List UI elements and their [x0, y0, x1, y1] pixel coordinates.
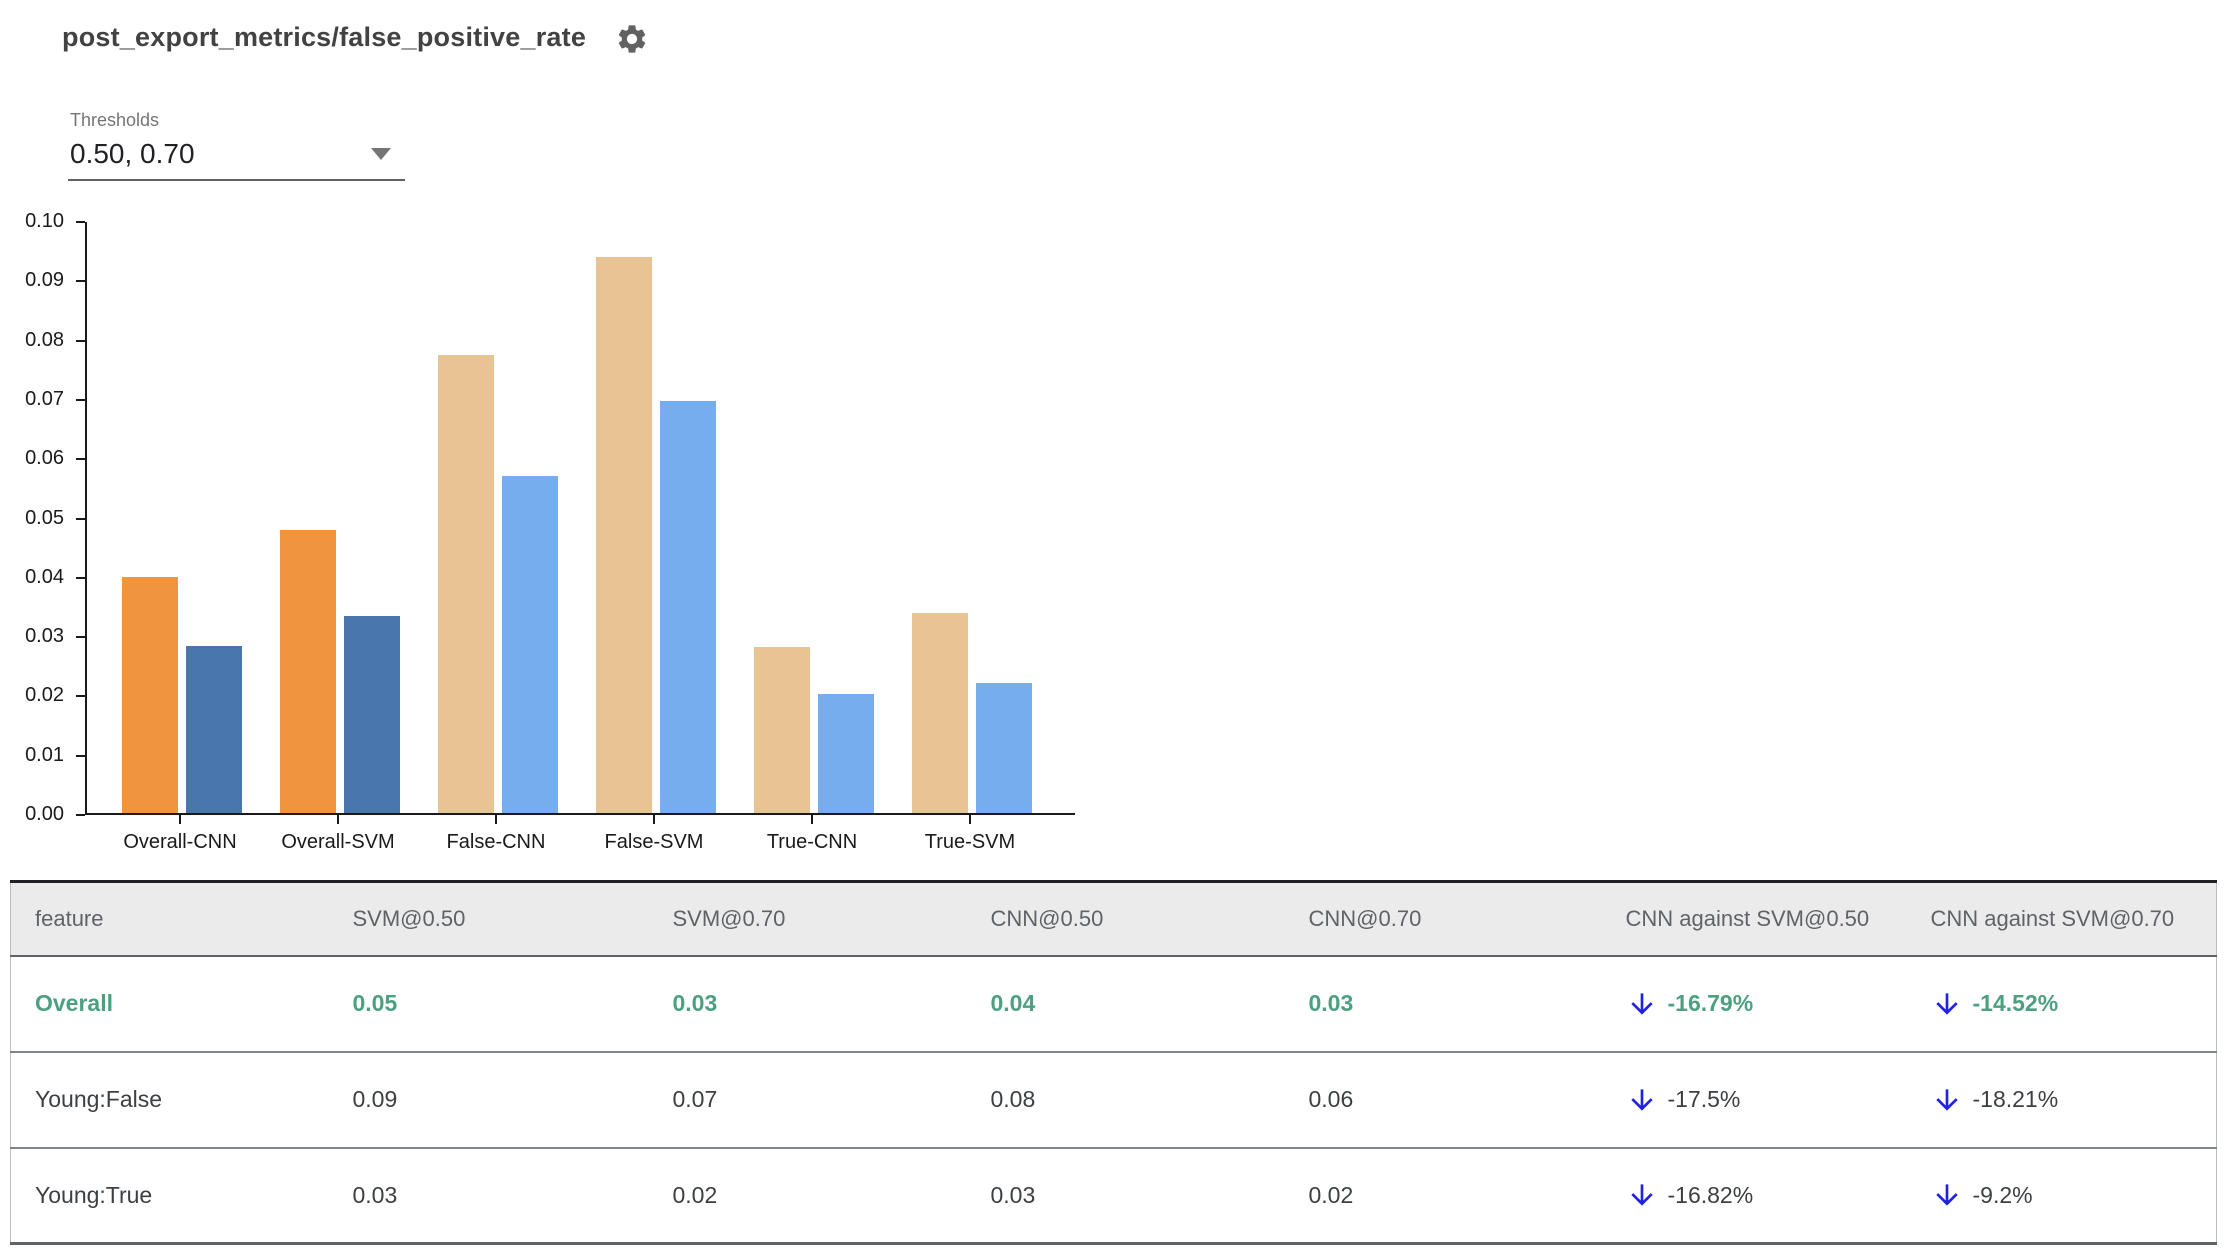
thresholds-label: Thresholds	[70, 110, 160, 130]
y-axis-tick-mark	[76, 398, 85, 401]
x-axis-tick-mark	[969, 815, 971, 824]
y-axis-tick-label: 0.03	[25, 625, 64, 648]
delta-cell: -16.79%	[1602, 956, 1907, 1052]
bar-Overall-CNN-threshold-0.70[interactable]	[186, 645, 242, 813]
y-axis-tick-mark	[76, 221, 85, 223]
metric-value-cell: 0.03	[990, 1181, 1036, 1208]
y-axis-tick-label: 0.09	[25, 269, 64, 292]
metric-value-cell: 0.09	[352, 1086, 398, 1112]
feature-cell: Young:True	[35, 1181, 153, 1208]
arrow-down-icon	[1630, 992, 1653, 1015]
thresholds-value: 0.50, 0.70	[70, 138, 195, 169]
x-axis-category-label: True-CNN	[766, 831, 858, 853]
delta-cell: -14.52%	[1907, 956, 2217, 1052]
feature-cell: Overall	[35, 990, 113, 1016]
bar-True-CNN-threshold-0.50[interactable]	[754, 646, 810, 813]
chevron-down-icon[interactable]	[371, 148, 391, 160]
bar-True-SVM-threshold-0.50[interactable]	[912, 613, 968, 813]
feature-cell: Young:False	[35, 1086, 163, 1112]
y-axis-tick-label: 0.10	[25, 210, 64, 232]
y-axis-tick-mark	[76, 458, 85, 461]
column-header: CNN@0.70	[1284, 881, 1602, 957]
x-axis-category-label: False-SVM	[604, 831, 704, 853]
column-header: CNN@0.50	[966, 881, 1285, 957]
y-axis-tick-mark	[76, 576, 85, 579]
y-axis-tick-mark	[76, 517, 85, 520]
table-row-young-false: Young:False 0.09 0.07 0.08 0.06 -17.5% -18.21%	[10, 1051, 2217, 1148]
metric-value-cell: 0.07	[672, 1086, 718, 1112]
delta-value: -16.82%	[1667, 1181, 1754, 1208]
metric-value-cell: 0.03	[352, 1181, 398, 1208]
metric-value-cell: 0.02	[672, 1181, 718, 1208]
metrics-table: feature SVM@0.50 SVM@0.70 CNN@0.50 CNN@0.70 C…	[10, 880, 2217, 1245]
arrow-down-icon	[1630, 1184, 1653, 1206]
column-header: CNN against SVM@0.70	[1906, 881, 2217, 957]
metric-value-cell: 0.03	[1308, 990, 1354, 1016]
arrow-down-icon	[1935, 1088, 1958, 1111]
bar-False-SVM-threshold-0.50[interactable]	[596, 256, 652, 813]
y-axis-tick-label: 0.08	[25, 328, 64, 351]
y-axis-tick-mark	[76, 339, 85, 342]
x-axis-category-label: Overall-CNN	[123, 831, 237, 853]
bar-Overall-SVM-threshold-0.50[interactable]	[280, 529, 336, 813]
bar-False-CNN-threshold-0.70[interactable]	[502, 476, 558, 813]
delta-cell: -16.82%	[1602, 1148, 1907, 1244]
x-axis-tick-mark	[811, 815, 813, 824]
arrow-down-icon	[1630, 1088, 1653, 1111]
y-axis-tick-mark	[76, 754, 85, 757]
page-title: post_export_metrics/false_positive_rate	[62, 22, 587, 52]
y-axis-tick-mark	[76, 280, 85, 283]
chart-plot-area	[85, 222, 1075, 815]
table-row-young-true: Young:True 0.03 0.02 0.03 0.02 -16.82% -9.2%	[10, 1147, 2217, 1244]
y-axis-tick-label: 0.00	[25, 803, 64, 825]
delta-value: -18.21%	[1972, 1086, 2059, 1112]
bar-False-SVM-threshold-0.70[interactable]	[660, 400, 716, 813]
x-axis-tick-mark	[179, 815, 181, 824]
delta-cell: -18.21%	[1907, 1052, 2217, 1148]
delta-cell: -9.2%	[1907, 1148, 2217, 1244]
bar-False-CNN-threshold-0.50[interactable]	[438, 354, 494, 813]
delta-value: -9.2%	[1972, 1181, 2033, 1208]
x-axis-tick-mark	[653, 815, 655, 824]
false-positive-rate-bar-chart: 0.00 0.01 0.02 0.03 0.04 0.05 0.06 0.07 0.08 0.09…	[0, 210, 1140, 882]
metric-value-cell: 0.05	[352, 990, 398, 1016]
x-axis-category-label: Overall-SVM	[281, 831, 395, 853]
metric-value-cell: 0.04	[990, 990, 1036, 1016]
y-axis-tick-label: 0.02	[25, 684, 64, 707]
y-axis-tick-mark	[76, 814, 85, 816]
x-axis-category-label: False-CNN	[446, 831, 546, 853]
column-header: feature	[10, 881, 329, 957]
metric-value-cell: 0.03	[672, 990, 718, 1016]
y-axis-tick-label: 0.07	[25, 387, 64, 410]
x-axis-tick-mark	[495, 815, 497, 824]
delta-value: -17.5%	[1667, 1086, 1741, 1112]
bar-Overall-SVM-threshold-0.70[interactable]	[344, 616, 400, 813]
y-axis-tick-label: 0.05	[25, 506, 64, 529]
metric-value-cell: 0.02	[1308, 1181, 1354, 1208]
metric-value-cell: 0.08	[990, 1086, 1036, 1112]
y-axis-tick-label: 0.06	[25, 447, 64, 470]
y-axis-tick-label: 0.01	[25, 743, 64, 766]
delta-cell: -17.5%	[1602, 1052, 1907, 1148]
bar-Overall-CNN-threshold-0.50[interactable]	[122, 577, 178, 813]
arrow-down-icon	[1935, 992, 1958, 1015]
x-axis-tick-mark	[337, 815, 339, 824]
arrow-down-icon	[1935, 1184, 1958, 1206]
table-row-overall: Overall 0.05 0.03 0.04 0.03 -16.79% -14.52%	[10, 955, 2217, 1052]
bar-True-CNN-threshold-0.70[interactable]	[818, 694, 874, 813]
delta-value: -16.79%	[1667, 990, 1754, 1016]
thresholds-dropdown[interactable]: Thresholds 0.50, 0.70	[68, 110, 405, 181]
table-header-row: feature SVM@0.50 SVM@0.70 CNN@0.50 CNN@0.70 C…	[10, 881, 2217, 957]
column-header: SVM@0.70	[648, 881, 967, 957]
y-axis-tick-mark	[76, 636, 85, 639]
metric-value-cell: 0.06	[1308, 1086, 1354, 1112]
y-axis-tick-label: 0.04	[25, 565, 64, 588]
column-header: SVM@0.50	[328, 881, 649, 957]
bar-True-SVM-threshold-0.70[interactable]	[976, 682, 1032, 813]
column-header: CNN against SVM@0.50	[1601, 881, 1907, 957]
settings-gear-icon[interactable]	[615, 22, 649, 56]
delta-value: -14.52%	[1972, 990, 2059, 1016]
x-axis-category-label: True-SVM	[924, 831, 1016, 853]
y-axis-tick-mark	[76, 695, 85, 698]
